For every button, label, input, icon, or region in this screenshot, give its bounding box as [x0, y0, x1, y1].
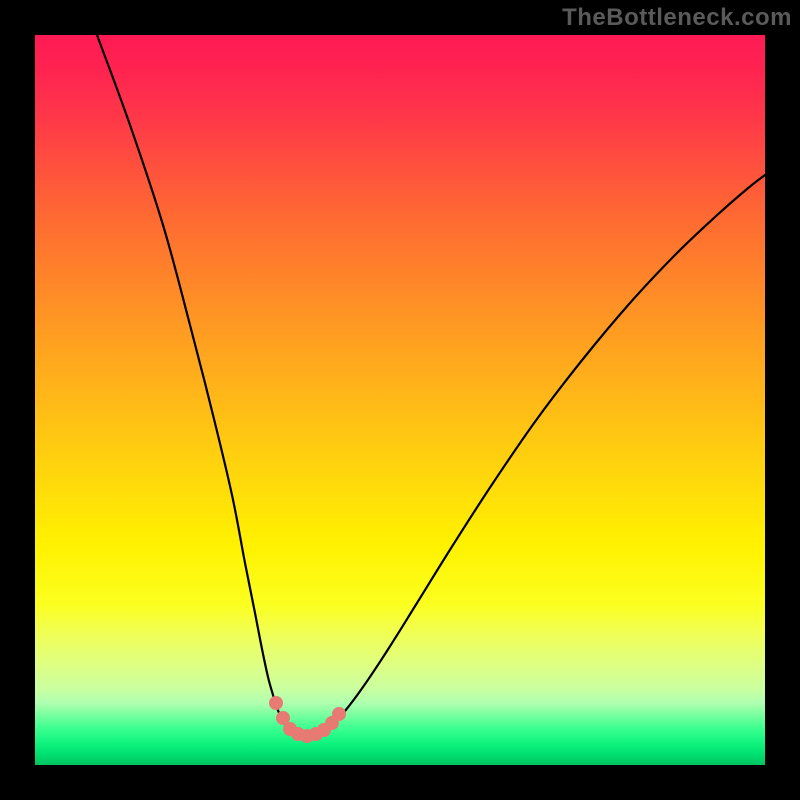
trough-marker: [269, 696, 283, 710]
plot-area: [35, 35, 765, 765]
chart-canvas: TheBottleneck.com: [0, 0, 800, 800]
bottleneck-curve: [97, 35, 765, 737]
watermark-text: TheBottleneck.com: [562, 4, 792, 32]
curve-layer: [35, 35, 765, 765]
trough-marker: [332, 707, 346, 721]
